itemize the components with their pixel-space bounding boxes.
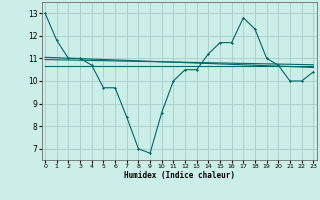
X-axis label: Humidex (Indice chaleur): Humidex (Indice chaleur): [124, 171, 235, 180]
